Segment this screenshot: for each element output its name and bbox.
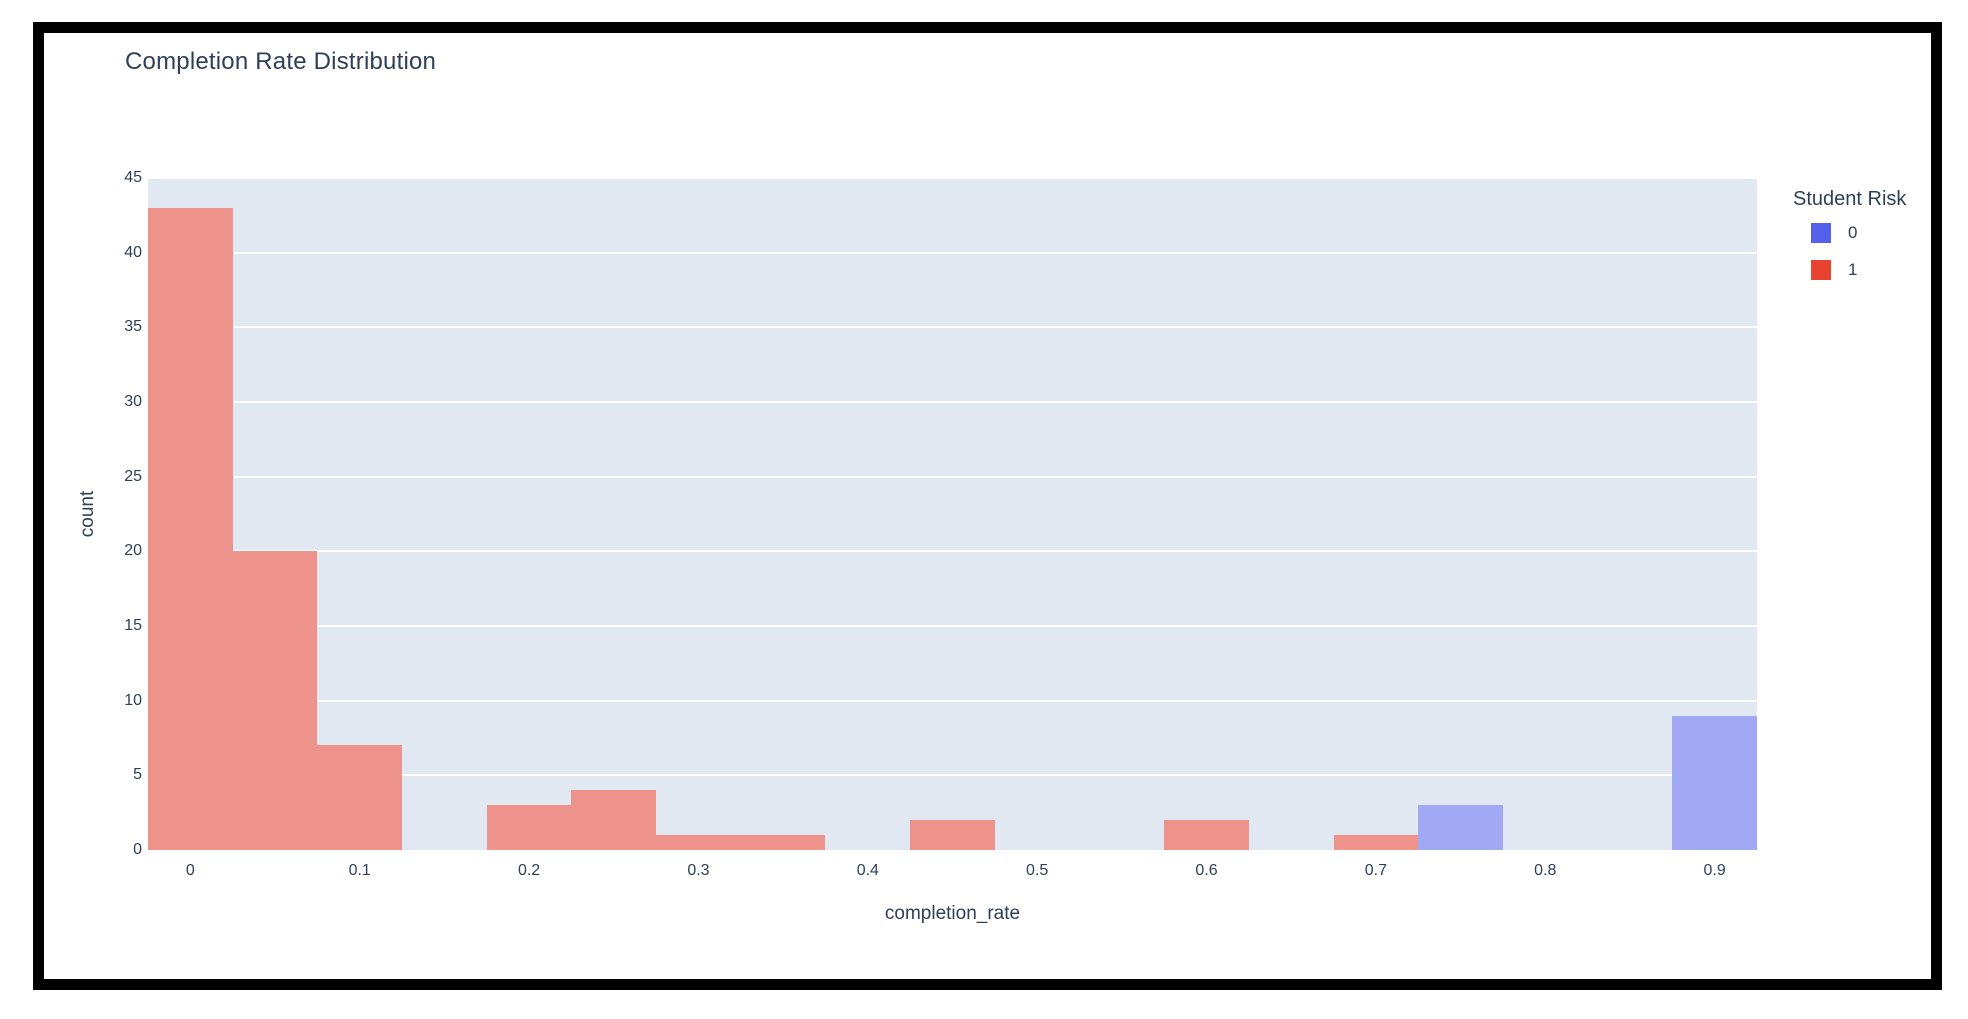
gridline-y-25: [148, 475, 1757, 478]
legend-item-risk-1[interactable]: 1: [1811, 260, 1906, 280]
legend-swatch-risk-1-icon[interactable]: [1811, 260, 1831, 280]
x-tick-label-0.5: 0.5: [1026, 862, 1049, 879]
y-tick-label-25: 25: [124, 467, 142, 485]
x-axis-title: completion_rate: [884, 903, 1021, 924]
x-tick-label-0.7: 0.7: [1364, 862, 1388, 879]
histogram-bar-risk-1-x0.175[interactable]: [486, 805, 572, 850]
y-tick-label-15: 15: [124, 617, 142, 634]
y-tick-label-5: 5: [133, 766, 142, 784]
histogram-bar-risk-1-x0.575[interactable]: [1164, 820, 1249, 850]
x-tick-label-0.3: 0.3: [687, 862, 710, 879]
gridline-y-35: [148, 326, 1757, 329]
histogram-bar-risk-1-x0.675[interactable]: [1333, 835, 1419, 850]
y-axis-title-text: count: [77, 490, 98, 538]
x-tick-label-0.8: 0.8: [1534, 862, 1557, 879]
histogram-bar-risk-0-x0.725[interactable]: [1418, 805, 1503, 850]
y-tick-label-45: 45: [124, 169, 142, 186]
x-tick-label-0.6: 0.6: [1195, 862, 1218, 879]
histogram-bar-risk-1-x-0.025[interactable]: [148, 207, 233, 850]
histogram-bar-risk-1-x0.425[interactable]: [910, 820, 995, 850]
y-tick-label-0: 0: [133, 841, 142, 858]
histogram-bar-risk-1-x0.075[interactable]: [317, 745, 403, 850]
x-tick-label-0: 0: [185, 862, 195, 879]
gridline-y-45: [148, 177, 1757, 179]
x-tick-label-0.9: 0.9: [1703, 862, 1726, 879]
histogram-bar-risk-1-x0.025[interactable]: [232, 551, 318, 850]
plot-area[interactable]: [148, 177, 1757, 850]
x-tick-label-0.4: 0.4: [856, 862, 879, 879]
x-tick-label-0.1: 0.1: [348, 862, 371, 879]
legend-title: Student Risk: [1793, 188, 1907, 210]
gridline-y-5: [148, 774, 1757, 777]
y-tick-label-30: 30: [124, 393, 142, 410]
gridline-y-15: [148, 625, 1757, 627]
gridline-y-20: [148, 550, 1757, 553]
x-tick-label-0.2: 0.2: [517, 862, 541, 879]
gridline-y-40: [148, 251, 1757, 254]
legend-swatch-risk-0-icon[interactable]: [1811, 223, 1831, 243]
gridline-y-10: [148, 699, 1757, 702]
legend-item-risk-1-label: 1: [1848, 260, 1858, 279]
gridline-y-30: [148, 401, 1757, 403]
histogram-bar-risk-1-x0.325[interactable]: [740, 835, 826, 850]
legend-item-risk-0[interactable]: 0: [1811, 223, 1906, 243]
y-tick-label-40: 40: [124, 243, 142, 261]
legend: Student Risk 0 1: [1793, 188, 1906, 297]
y-tick-label-35: 35: [124, 318, 142, 336]
legend-item-risk-0-label: 0: [1848, 223, 1858, 242]
y-tick-label-10: 10: [124, 691, 142, 709]
histogram-bar-risk-1-x0.225[interactable]: [571, 790, 657, 850]
chart-title: Completion Rate Distribution: [125, 48, 437, 75]
histogram-bar-risk-1-x0.275[interactable]: [656, 835, 741, 850]
histogram-bar-risk-0-x0.875[interactable]: [1672, 715, 1757, 850]
y-tick-label-20: 20: [124, 542, 142, 560]
